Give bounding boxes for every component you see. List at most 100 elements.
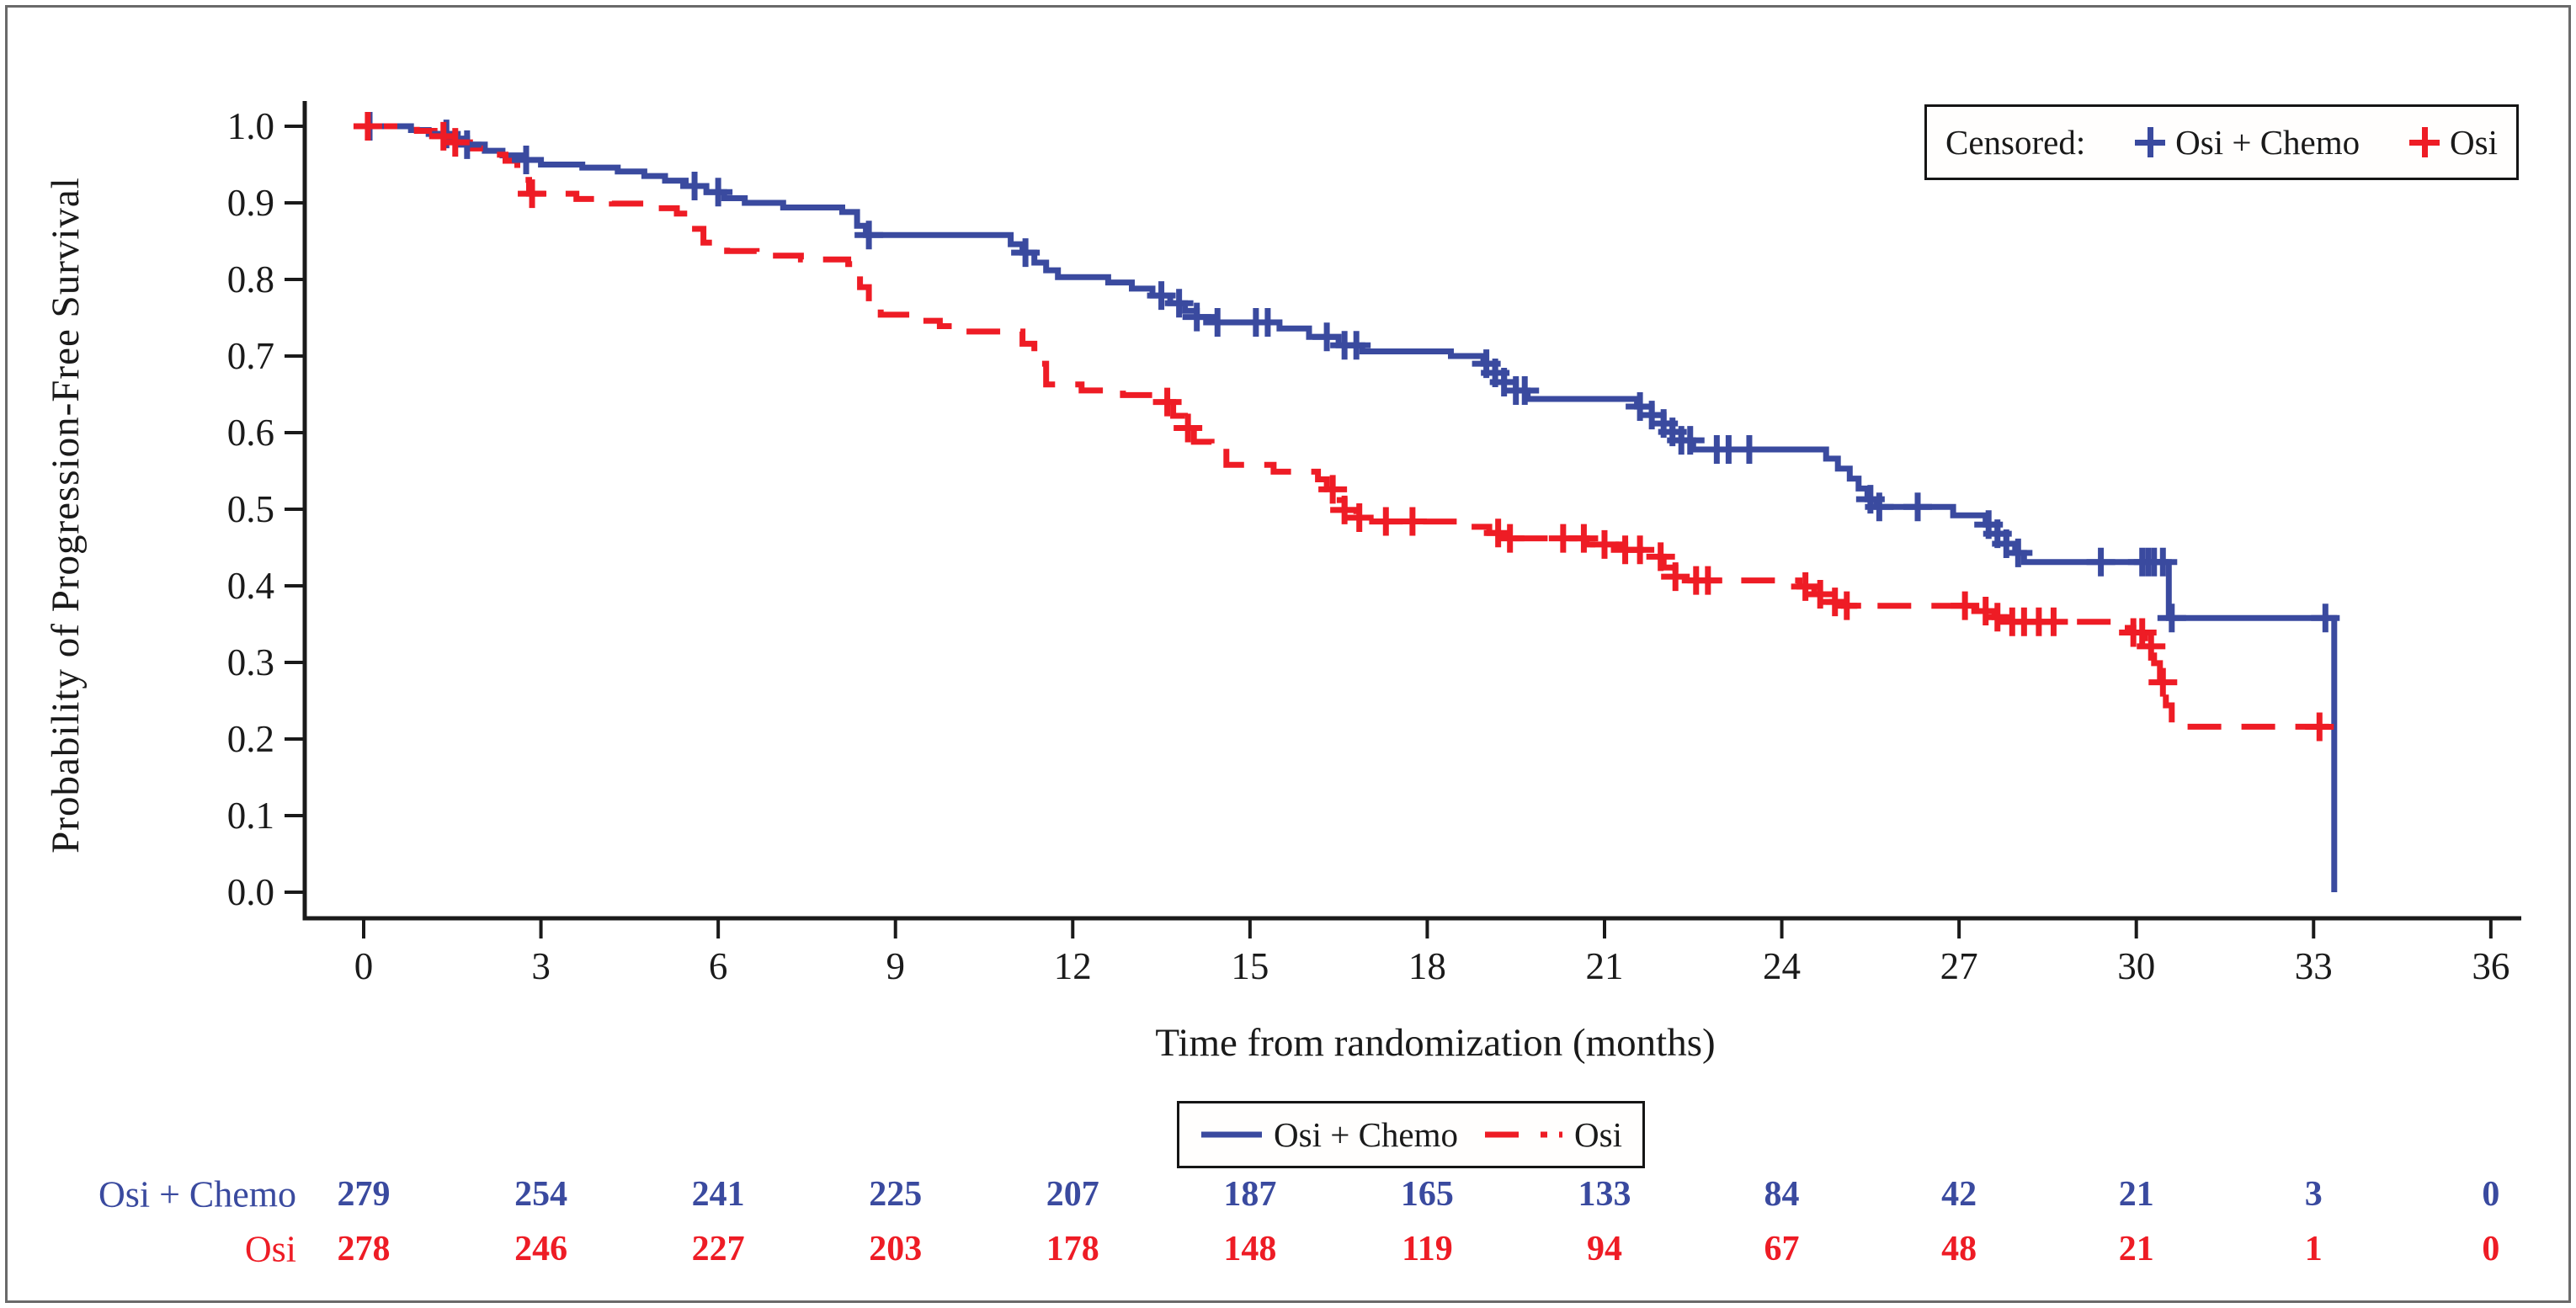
censor-mark-osi-chemo — [1734, 435, 1764, 465]
risk-count: 203 — [869, 1230, 923, 1268]
risk-count: 48 — [1941, 1230, 1977, 1268]
red-dash-dot-line-icon — [1485, 1131, 1563, 1138]
censor-mark-osi-chemo — [1903, 492, 1932, 522]
y-tick-label: 0.8 — [227, 258, 274, 300]
censor-mark-osi — [353, 112, 382, 141]
censor-mark-osi — [1344, 503, 1374, 533]
line-legend-item-osi-chemo: Osi + Chemo — [1200, 1114, 1458, 1155]
censor-mark-osi-chemo — [1312, 322, 1342, 352]
risk-count: 67 — [1764, 1230, 1800, 1268]
y-axis-ticks: 0.0 0.1 0.2 0.3 0.4 0.5 0.6 0.7 0.8 0.9 1.0 — [227, 105, 305, 913]
risk-count: 119 — [1402, 1230, 1453, 1268]
censor-mark-osi — [2148, 667, 2178, 697]
risk-count: 227 — [691, 1230, 745, 1268]
y-tick-label: 0.6 — [227, 412, 274, 454]
censor-mark-osi — [1371, 507, 1401, 536]
censor-mark-osi — [1174, 413, 1203, 443]
censor-mark-osi-chemo — [2157, 603, 2186, 633]
censor-mark-osi-chemo — [1011, 238, 1041, 268]
y-tick-label: 0.9 — [227, 182, 274, 224]
censored-legend-item-osi: Osi — [2409, 122, 2498, 162]
x-tick-label: 12 — [1054, 945, 1092, 987]
y-tick-label: 0.1 — [227, 795, 274, 837]
x-tick-label: 18 — [1408, 945, 1446, 987]
censor-mark-osi — [1983, 603, 2012, 632]
censor-mark-osi — [1806, 580, 1835, 609]
censor-mark-osi-chemo — [854, 221, 884, 250]
x-tick-label: 27 — [1940, 945, 1978, 987]
x-axis-title: Time from randomization (months) — [1155, 1021, 1716, 1065]
x-tick-label: 0 — [354, 945, 374, 987]
censor-mark-osi-chemo — [1510, 375, 1540, 405]
censor-mark-osi — [2137, 631, 2166, 661]
x-tick-label: 36 — [2472, 945, 2509, 987]
censor-mark-osi — [1330, 495, 1360, 524]
censor-mark-osi — [1626, 535, 1655, 565]
x-tick-label: 33 — [2295, 945, 2333, 987]
censor-mark-osi-chemo — [2086, 547, 2116, 577]
x-axis-ticks: 0 3 6 9 12 15 18 21 24 27 30 33 36 — [354, 918, 2509, 987]
x-tick-label: 21 — [1585, 945, 1623, 987]
censor-mark-osi — [440, 128, 470, 157]
line-legend-item-osi: Osi — [1483, 1114, 1622, 1155]
censor-mark-osi — [518, 179, 547, 209]
censor-mark-osi — [1832, 591, 1861, 620]
y-tick-label: 0.0 — [227, 871, 274, 913]
censored-legend-item-osi-chemo: Osi + Chemo — [2135, 122, 2360, 162]
censor-mark-osi — [2039, 607, 2068, 636]
y-tick-label: 0.4 — [227, 565, 274, 607]
risk-count: 207 — [1046, 1175, 1099, 1214]
x-tick-label: 30 — [2117, 945, 2155, 987]
censor-mark-osi — [1569, 524, 1599, 553]
risk-row-label-osi-chemo: Osi + Chemo — [98, 1173, 296, 1215]
risk-count: 21 — [2118, 1230, 2154, 1268]
censor-mark-osi — [1693, 566, 1722, 595]
censor-mark-osi-chemo — [1147, 281, 1176, 311]
risk-count: 225 — [869, 1175, 923, 1214]
risk-row-label-osi: Osi — [244, 1228, 296, 1270]
x-tick-label: 3 — [531, 945, 551, 987]
censor-mark-osi-chemo — [2004, 538, 2033, 567]
censor-marks — [353, 112, 2340, 742]
censored-legend-title: Censored: — [1945, 123, 2086, 162]
risk-count: 148 — [1223, 1230, 1277, 1268]
censor-mark-osi — [1791, 572, 1820, 601]
censor-mark-osi — [1397, 507, 1427, 536]
blue-plus-icon — [2135, 127, 2166, 157]
censor-mark-osi-chemo — [1182, 302, 1211, 332]
risk-count: 3 — [2304, 1175, 2323, 1214]
censor-mark-osi — [2305, 712, 2334, 742]
risk-count: 278 — [337, 1230, 391, 1268]
censor-mark-osi-chemo — [1164, 289, 1194, 318]
risk-count: 1 — [2304, 1230, 2323, 1268]
risk-count: 178 — [1046, 1230, 1099, 1268]
risk-count: 0 — [2482, 1230, 2500, 1268]
risk-count: 21 — [2118, 1175, 2154, 1214]
risk-count: 241 — [691, 1175, 745, 1214]
censor-mark-osi-chemo — [1203, 307, 1232, 337]
censor-mark-osi-chemo — [1675, 426, 1705, 455]
risk-count: 42 — [1941, 1175, 1977, 1214]
y-tick-label: 0.5 — [227, 488, 274, 530]
x-tick-label: 24 — [1763, 945, 1801, 987]
x-tick-label: 15 — [1231, 945, 1269, 987]
risk-count: 165 — [1400, 1175, 1454, 1214]
censor-mark-osi-chemo — [680, 171, 710, 200]
risk-count: 187 — [1223, 1175, 1277, 1214]
censor-mark-osi — [1646, 542, 1675, 572]
censored-legend-label-osi: Osi — [2450, 123, 2498, 162]
censor-mark-osi — [1152, 387, 1182, 417]
x-tick-label: 6 — [709, 945, 728, 987]
risk-count: 94 — [1586, 1230, 1622, 1268]
censor-mark-osi-chemo — [1253, 307, 1282, 337]
censor-mark-osi — [1589, 529, 1619, 559]
censor-mark-osi — [1495, 524, 1525, 553]
censor-mark-osi-chemo — [2311, 603, 2340, 633]
y-tick-label: 1.0 — [227, 105, 274, 147]
censored-legend: Censored: Osi + Chemo Osi — [1924, 104, 2519, 180]
censor-mark-osi — [1951, 591, 1980, 620]
risk-count: 0 — [2482, 1175, 2500, 1214]
line-legend: Osi + Chemo Osi — [1177, 1101, 1645, 1168]
censor-mark-osi-chemo — [2148, 547, 2178, 577]
